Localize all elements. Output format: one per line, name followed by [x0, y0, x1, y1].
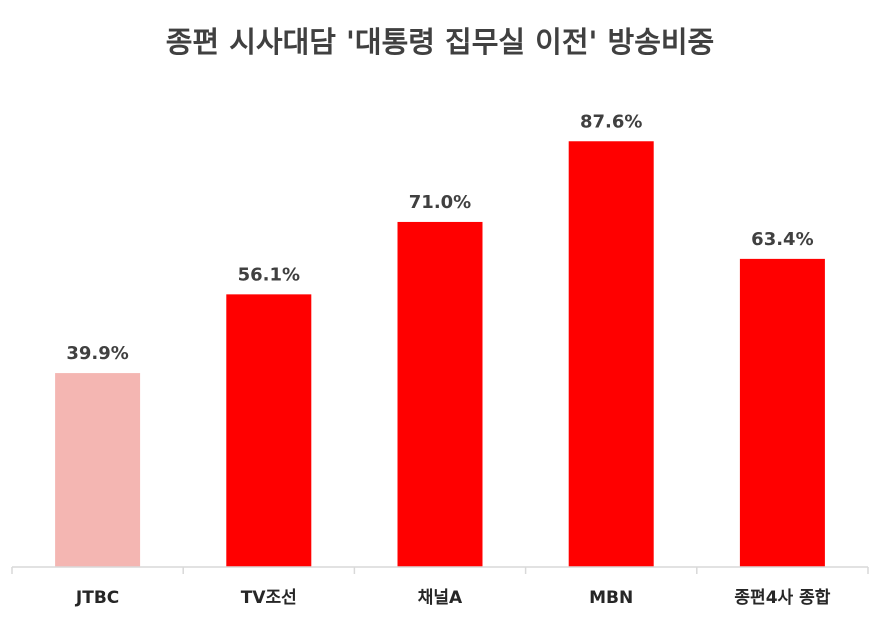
category-labels-group: JTBC TV조선 채널A MBN 종편4사 종합	[75, 587, 831, 608]
bar	[226, 294, 312, 567]
value-label: 56.1%	[238, 264, 300, 285]
bars-group	[55, 141, 825, 567]
category-label: 채널A	[418, 588, 463, 608]
bar	[739, 258, 825, 567]
bar	[568, 141, 654, 567]
value-labels-group: 39.9% 56.1% 71.0% 87.6% 63.4%	[66, 111, 813, 364]
value-label: 87.6%	[580, 111, 642, 132]
value-label: 39.9%	[66, 343, 128, 364]
category-label: JTBC	[75, 588, 119, 608]
category-label: MBN	[589, 588, 633, 608]
category-label: 종편4사 종합	[734, 587, 830, 608]
value-label: 71.0%	[409, 192, 471, 213]
value-label: 63.4%	[751, 229, 813, 250]
x-axis	[11, 566, 869, 574]
category-label: TV조선	[241, 588, 297, 608]
bar	[55, 373, 141, 567]
chart-title: 종편 시사대담 '대통령 집무실 이전' 방송비중	[166, 25, 714, 59]
bar	[397, 221, 483, 567]
